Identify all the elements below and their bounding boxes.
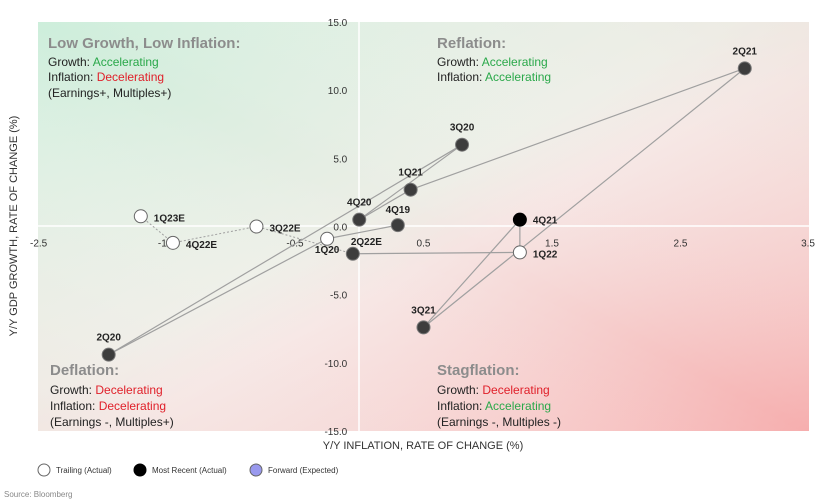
legend-label: Most Recent (Actual): [152, 466, 227, 475]
point-label: 3Q22E: [269, 224, 300, 235]
point-label: 1Q22: [533, 249, 558, 260]
point-label: 1Q23E: [154, 213, 185, 224]
point-label: 3Q21: [411, 305, 436, 316]
point-4q20: [352, 212, 367, 227]
path-segment: [108, 144, 463, 356]
path-segment: [410, 67, 745, 191]
path-segment: [352, 251, 520, 255]
quadrant-inflation: Inflation: Accelerating: [437, 399, 551, 413]
quadrant-title: Deflation:: [50, 362, 119, 379]
point-label: 2Q20: [96, 333, 121, 344]
point-label: 1Q20: [315, 245, 340, 256]
x-axis-label: Y/Y INFLATION, RATE OF CHANGE (%): [323, 440, 523, 452]
point-label: 4Q19: [386, 205, 411, 216]
quadrant-title: Low Growth, Low Inflation:: [48, 35, 240, 52]
path-segment: [358, 189, 411, 221]
point-2q22e: [345, 246, 360, 261]
quadrant-title: Reflation:: [437, 35, 506, 52]
point-3q22e: [249, 219, 264, 234]
point-2q20: [101, 347, 116, 362]
x-tick-label: 1.5: [545, 239, 559, 250]
point-4q21: [512, 212, 527, 227]
quadrant-note: (Earnings -, Multiples+): [50, 415, 174, 429]
y-tick-label: -5.0: [330, 291, 348, 302]
legend-swatch-trailing: [37, 463, 51, 477]
point-4q19: [390, 218, 405, 233]
y-tick-label: 5.0: [333, 154, 347, 165]
point-1q21: [403, 182, 418, 197]
point-3q21: [416, 320, 431, 335]
x-tick-label: -2.5: [30, 239, 48, 250]
quadrant-top-left: Low Growth, Low Inflation: Growth: Accel…: [48, 35, 240, 100]
y-axis-label: Y/Y GDP GROWTH, RATE OF CHANGE (%): [8, 116, 20, 337]
point-label: 4Q21: [533, 216, 558, 227]
point-1q23e: [133, 209, 148, 224]
legend: Trailing (Actual) Most Recent (Actual) For…: [37, 463, 339, 477]
source-note: Source: Bloomberg: [4, 490, 72, 499]
path-segment: [327, 224, 398, 240]
quadrant-growth: Growth: Decelerating: [437, 383, 550, 397]
quadrant-inflation: Inflation: Decelerating: [50, 399, 166, 413]
x-tick-label: 2.5: [674, 239, 688, 250]
path-segment: [140, 215, 174, 244]
y-tick-label: 0.0: [333, 223, 347, 234]
y-tick-label: 15.0: [328, 18, 348, 29]
path-segment: [358, 144, 463, 221]
legend-label: Forward (Expected): [268, 466, 339, 475]
x-tick-label: 0.5: [417, 239, 431, 250]
quadrant-note: (Earnings -, Multiples -): [437, 415, 561, 429]
point-1q22: [512, 245, 527, 260]
point-2q21: [737, 61, 752, 76]
point-4q22e: [165, 235, 180, 250]
y-tick-label: 10.0: [328, 86, 348, 97]
quadrant-growth: Growth: Accelerating: [48, 55, 159, 69]
y-tick-labels: 15.0 10.0 5.0 0.0 -5.0 -10.0 -15.0: [324, 18, 347, 438]
quadrant-bottom-right: Stagflation: Growth: Decelerating Inflat…: [437, 362, 561, 429]
quadrant-title: Stagflation:: [437, 362, 520, 379]
legend-swatch-most-recent: [133, 463, 147, 477]
path-segment: [108, 238, 328, 356]
point-label: 4Q22E: [186, 240, 217, 251]
quadrant-inflation: Inflation: Accelerating: [437, 70, 551, 84]
legend-swatch-forward: [249, 463, 263, 477]
point-label: 2Q21: [733, 46, 758, 57]
quadrant-bottom-left: Deflation: Growth: Decelerating Inflatio…: [50, 362, 174, 429]
quarterly-path: [108, 67, 746, 356]
point-label: 1Q21: [398, 168, 423, 179]
point-label: 2Q22E: [351, 237, 382, 248]
path-segment: [423, 219, 521, 328]
legend-label: Trailing (Actual): [56, 466, 112, 475]
point-3q20: [455, 137, 470, 152]
data-points: 4Q19 1Q20 2Q20 3Q20 4Q20 1Q21 2Q21 3Q21 4Q21 1Q22…: [96, 46, 758, 362]
path-segment: [256, 226, 353, 255]
quadrant-note: (Earnings+, Multiples+): [48, 86, 171, 100]
point-1q20: [320, 231, 335, 246]
point-label: 4Q20: [347, 198, 372, 209]
y-tick-label: -15.0: [324, 427, 347, 438]
path-segment: [423, 67, 746, 328]
quadrant-growth: Growth: Accelerating: [437, 55, 548, 69]
point-label: 3Q20: [450, 123, 475, 134]
quadrant-inflation: Inflation: Decelerating: [48, 70, 164, 84]
quadrant-top-right: Reflation: Growth: Accelerating Inflatio…: [437, 35, 551, 84]
y-tick-label: -10.0: [324, 359, 347, 370]
quadrant-growth: Growth: Decelerating: [50, 383, 163, 397]
x-tick-label: 3.5: [801, 239, 815, 250]
